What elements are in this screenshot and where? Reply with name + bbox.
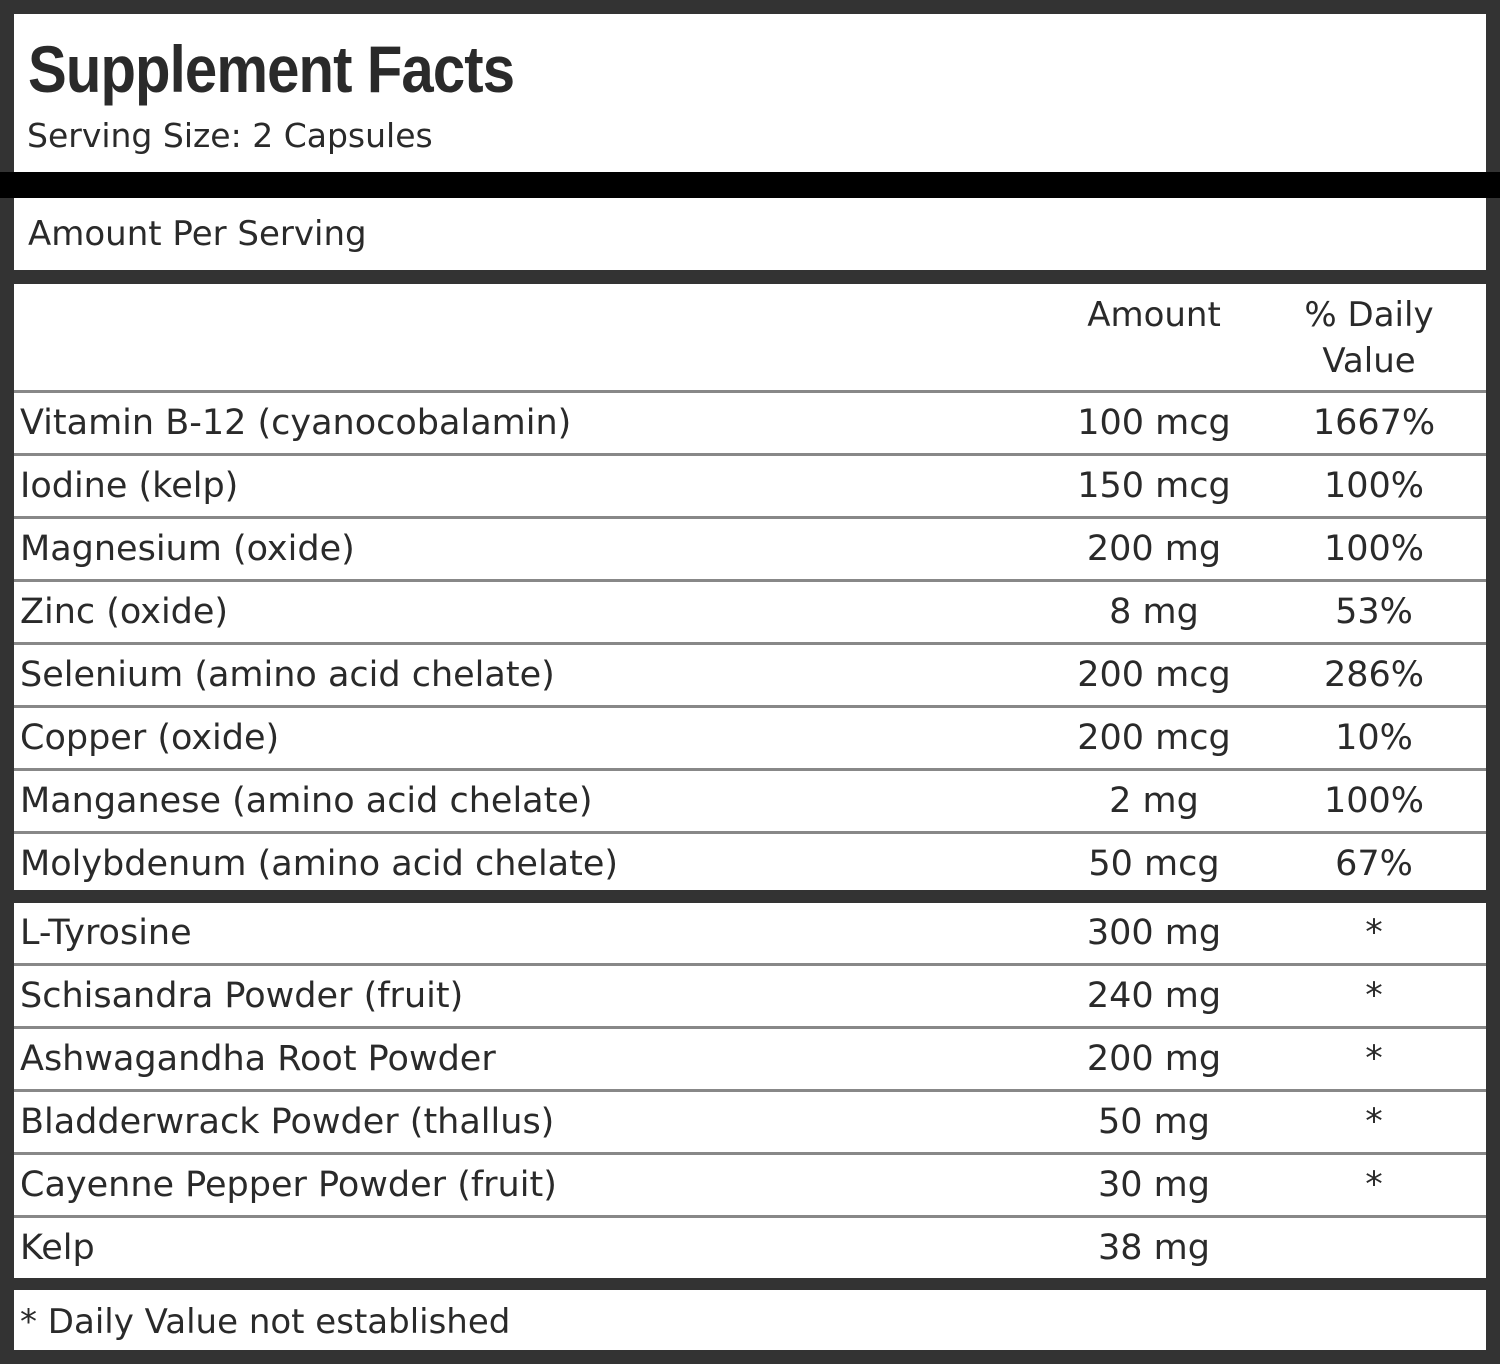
ingredient-amount: 150 mcg xyxy=(1077,466,1231,506)
table-row: Copper (oxide) 200 mcg 10% xyxy=(14,708,1486,771)
vitamins-table: Amount % Daily Value Vitamin B-12 (cyano… xyxy=(14,284,1486,890)
ingredient-daily-value: 100% xyxy=(1323,781,1425,821)
table-row: Magnesium (oxide) 200 mg 100% xyxy=(14,519,1486,582)
ingredient-name: Molybdenum (amino acid chelate) xyxy=(20,844,619,884)
table-row: Ashwagandha Root Powder 200 mg * xyxy=(14,1029,1486,1092)
footnote-section: * Daily Value not established xyxy=(14,1290,1486,1350)
column-header-amount: Amount xyxy=(1087,295,1221,335)
ingredient-amount: 200 mg xyxy=(1086,1039,1222,1079)
column-header-daily-value: % Daily Value xyxy=(1304,295,1434,381)
ingredient-name: Bladderwrack Powder (thallus) xyxy=(20,1102,555,1142)
ingredient-daily-value: * xyxy=(1365,1039,1383,1079)
ingredient-amount: 100 mcg xyxy=(1077,403,1231,443)
ingredient-name: Iodine (kelp) xyxy=(20,466,239,506)
table-row: Cayenne Pepper Powder (fruit) 30 mg * xyxy=(14,1155,1486,1218)
amount-per-serving-section: Amount Per Serving xyxy=(14,198,1486,270)
ingredient-name: Selenium (amino acid chelate) xyxy=(20,655,555,695)
other-rows: L-Tyrosine 300 mg * Schisandra Powder (frui… xyxy=(14,903,1486,1278)
ingredient-daily-value: * xyxy=(1365,976,1383,1016)
ingredient-name: L-Tyrosine xyxy=(20,913,192,953)
table-row: Iodine (kelp) 150 mcg 100% xyxy=(14,456,1486,519)
ingredient-amount: 300 mg xyxy=(1086,913,1222,953)
ingredient-daily-value: 100% xyxy=(1323,529,1425,569)
other-ingredients-table: L-Tyrosine 300 mg * Schisandra Powder (frui… xyxy=(14,903,1486,1278)
ingredient-amount: 30 mg xyxy=(1098,1165,1210,1205)
ingredient-name: Zinc (oxide) xyxy=(20,592,229,632)
ingredient-daily-value: * xyxy=(1365,1102,1383,1142)
table-row: Bladderwrack Powder (thallus) 50 mg * xyxy=(14,1092,1486,1155)
page-title: Supplement Facts xyxy=(28,32,515,106)
table-row: Molybdenum (amino acid chelate) 50 mcg 67% xyxy=(14,834,1486,894)
table-row: Manganese (amino acid chelate) 2 mg 100% xyxy=(14,771,1486,834)
ingredient-name: Kelp xyxy=(20,1228,95,1268)
table-header: Amount % Daily Value xyxy=(14,284,1486,393)
ingredient-daily-value: 1667% xyxy=(1312,403,1436,443)
ingredient-daily-value: * xyxy=(1365,1165,1383,1205)
table-row: Vitamin B-12 (cyanocobalamin) 100 mcg 1667… xyxy=(14,393,1486,456)
ingredient-daily-value: 10% xyxy=(1335,718,1413,758)
ingredient-name: Schisandra Powder (fruit) xyxy=(20,976,464,1016)
ingredient-name: Vitamin B-12 (cyanocobalamin) xyxy=(20,403,572,443)
ingredient-daily-value: 100% xyxy=(1323,466,1425,506)
table-row: Schisandra Powder (fruit) 240 mg * xyxy=(14,966,1486,1029)
ingredient-amount: 200 mcg xyxy=(1077,655,1231,695)
ingredient-amount: 2 mg xyxy=(1109,781,1199,821)
serving-size: Serving Size: 2 Capsules xyxy=(27,116,433,155)
ingredient-name: Cayenne Pepper Powder (fruit) xyxy=(20,1165,557,1205)
ingredient-daily-value: * xyxy=(1365,913,1383,953)
ingredient-name: Manganese (amino acid chelate) xyxy=(20,781,593,821)
ingredient-amount: 50 mg xyxy=(1098,1102,1210,1142)
vitamin-rows: Vitamin B-12 (cyanocobalamin) 100 mcg 1667… xyxy=(14,393,1486,894)
ingredient-daily-value: 53% xyxy=(1335,592,1413,632)
ingredient-amount: 38 mg xyxy=(1098,1228,1210,1268)
table-row: Selenium (amino acid chelate) 200 mcg 286% xyxy=(14,645,1486,708)
divider-thick xyxy=(0,172,1500,198)
table-row: L-Tyrosine 300 mg * xyxy=(14,903,1486,966)
footnote: * Daily Value not established xyxy=(20,1302,511,1342)
table-row: Zinc (oxide) 8 mg 53% xyxy=(14,582,1486,645)
ingredient-amount: 8 mg xyxy=(1109,592,1199,632)
ingredient-name: Copper (oxide) xyxy=(20,718,280,758)
ingredient-amount: 200 mcg xyxy=(1077,718,1231,758)
ingredient-daily-value: 286% xyxy=(1323,655,1425,695)
ingredient-name: Magnesium (oxide) xyxy=(20,529,355,569)
ingredient-amount: 50 mcg xyxy=(1088,844,1220,884)
amount-per-serving-label: Amount Per Serving xyxy=(28,214,367,254)
ingredient-name: Ashwagandha Root Powder xyxy=(20,1039,496,1079)
title-section: Supplement Facts Serving Size: 2 Capsule… xyxy=(14,14,1486,172)
ingredient-amount: 240 mg xyxy=(1086,976,1222,1016)
ingredient-daily-value: 67% xyxy=(1335,844,1413,884)
ingredient-amount: 200 mg xyxy=(1086,529,1222,569)
table-row: Kelp 38 mg xyxy=(14,1218,1486,1278)
